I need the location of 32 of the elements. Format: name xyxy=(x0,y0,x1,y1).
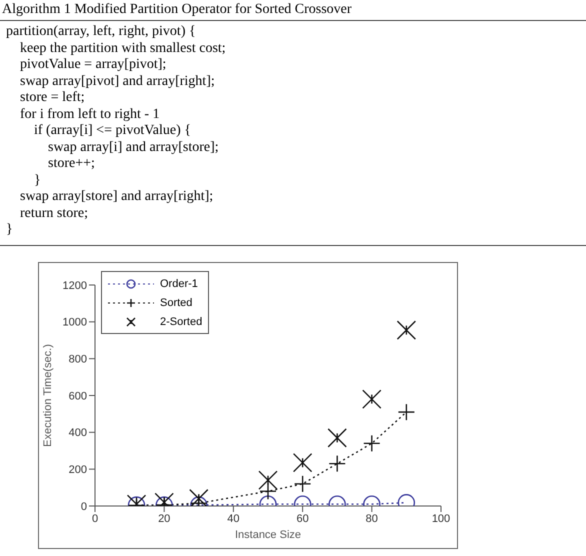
text: store++; xyxy=(47,156,96,172)
text: swap array[i] and array[store]; xyxy=(47,140,220,156)
legend-label: 2-Sorted xyxy=(160,316,202,328)
x-tick-label: 60 xyxy=(296,512,309,525)
x-tick-label: 80 xyxy=(366,512,378,525)
text: for i from left to right - 1 xyxy=(19,106,161,123)
x-tick-label: 100 xyxy=(432,512,450,525)
y-tick-label: 1000 xyxy=(62,316,87,329)
y-axis-title: Execution Time(sec.) xyxy=(42,344,54,447)
x-axis-title: Instance Size xyxy=(234,529,302,541)
text: return store; xyxy=(19,206,90,222)
x-tick-label: 20 xyxy=(158,512,170,525)
y-tick-label: 0 xyxy=(80,500,87,513)
text: swap array[store] and array[right]; xyxy=(19,189,214,206)
text: keep the partition with smallest cost; xyxy=(19,40,227,57)
text: if (array[i] <= pivotValue) { xyxy=(33,123,192,140)
text: swap array[pivot] and array[right]; xyxy=(19,74,216,90)
y-tick-label: 400 xyxy=(68,427,87,440)
legend-label: Order-1 xyxy=(160,278,198,290)
text: } xyxy=(33,172,42,189)
text: pivotValue = array[pivot]; xyxy=(19,57,168,74)
text: store = left; xyxy=(19,90,86,106)
chart-title: Algorithm 1 Modified Partition Operator for Sorted Crossover xyxy=(0,0,586,21)
x-tick-label: 40 xyxy=(227,512,240,525)
legend-label: Sorted xyxy=(160,296,192,308)
x-tick-label: 0 xyxy=(92,512,98,525)
y-tick-label: 200 xyxy=(68,464,87,476)
text: } xyxy=(6,222,14,238)
y-tick-label: 1200 xyxy=(62,280,87,292)
y-tick-label: 800 xyxy=(68,354,87,366)
y-tick-label: 600 xyxy=(68,390,87,402)
text: partition(array, left, right, pivot) { xyxy=(6,24,197,40)
